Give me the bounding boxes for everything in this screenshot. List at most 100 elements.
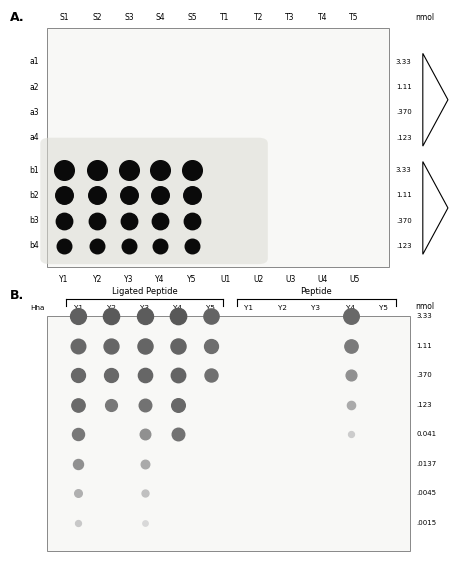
Point (174, 400, 182, 409)
Point (188, 242, 196, 251)
Text: .0045: .0045 (416, 490, 436, 496)
Text: a2: a2 (30, 83, 39, 92)
Text: 0.041: 0.041 (416, 431, 436, 437)
Point (141, 459, 148, 468)
Text: .370: .370 (396, 217, 411, 224)
Point (125, 242, 133, 251)
Text: b2: b2 (30, 191, 39, 200)
Point (207, 341, 215, 350)
Point (174, 429, 182, 438)
Text: .370: .370 (396, 110, 411, 115)
Point (188, 165, 196, 174)
Text: Y1: Y1 (74, 305, 82, 310)
Point (108, 371, 115, 380)
Point (141, 518, 148, 527)
Text: Y5: Y5 (380, 305, 388, 310)
Text: b4: b4 (29, 241, 39, 251)
Text: Y5: Y5 (187, 275, 197, 284)
Text: a3: a3 (30, 108, 39, 117)
Point (74, 488, 82, 498)
Text: a4: a4 (30, 133, 39, 142)
Bar (47, 316, 410, 551)
Text: 1.11: 1.11 (396, 84, 411, 90)
Point (347, 400, 355, 409)
Point (93, 165, 101, 174)
Point (141, 341, 148, 350)
Text: .123: .123 (416, 402, 432, 407)
Text: Y2: Y2 (107, 305, 116, 310)
Text: b1: b1 (30, 165, 39, 175)
Text: B.: B. (9, 289, 24, 302)
Point (125, 165, 133, 174)
Point (347, 341, 355, 350)
Point (125, 216, 133, 225)
Text: Y1: Y1 (245, 305, 253, 310)
Point (108, 400, 115, 409)
Point (188, 191, 196, 200)
Bar (47, 28, 389, 267)
Text: 1.11: 1.11 (396, 192, 411, 198)
Text: nmol: nmol (415, 301, 434, 310)
Point (174, 311, 182, 320)
Point (60, 242, 68, 251)
Point (93, 216, 101, 225)
Text: .123: .123 (396, 135, 411, 140)
Text: U3: U3 (285, 275, 295, 284)
Text: Y3: Y3 (311, 305, 319, 310)
Point (74, 400, 82, 409)
FancyBboxPatch shape (40, 138, 268, 264)
Text: S4: S4 (155, 13, 165, 22)
Text: a1: a1 (30, 57, 39, 66)
Point (188, 216, 196, 225)
Point (141, 429, 148, 438)
Text: 1.11: 1.11 (416, 343, 432, 348)
Point (60, 165, 68, 174)
Point (347, 311, 355, 320)
Text: 3.33: 3.33 (416, 313, 432, 319)
Point (141, 311, 148, 320)
Text: .0137: .0137 (416, 461, 437, 466)
Point (141, 371, 148, 380)
Point (156, 242, 164, 251)
Point (93, 242, 101, 251)
Text: T5: T5 (349, 13, 359, 22)
Text: .123: .123 (396, 243, 411, 249)
Text: Y4: Y4 (346, 305, 355, 310)
Text: Hha: Hha (31, 305, 45, 310)
Point (156, 216, 164, 225)
Point (108, 311, 115, 320)
Polygon shape (423, 53, 448, 146)
Text: A.: A. (9, 11, 24, 24)
Point (74, 371, 82, 380)
Text: Y2: Y2 (278, 305, 286, 310)
Point (156, 165, 164, 174)
Point (347, 429, 355, 438)
Text: T3: T3 (285, 13, 295, 22)
Text: S5: S5 (187, 13, 197, 22)
Text: U4: U4 (317, 275, 328, 284)
Text: .0015: .0015 (416, 520, 436, 525)
Text: Ligated Peptide: Ligated Peptide (112, 287, 177, 297)
Text: Y4: Y4 (155, 275, 165, 284)
Point (141, 488, 148, 498)
Point (74, 341, 82, 350)
Text: U2: U2 (253, 275, 264, 284)
Text: .370: .370 (416, 372, 432, 378)
Text: Y3: Y3 (140, 305, 149, 310)
Text: Y3: Y3 (124, 275, 134, 284)
Text: U5: U5 (349, 275, 359, 284)
Text: 3.33: 3.33 (396, 59, 411, 65)
Text: Y2: Y2 (92, 275, 102, 284)
Text: Y4: Y4 (173, 305, 182, 310)
Point (93, 191, 101, 200)
Point (125, 191, 133, 200)
Point (60, 216, 68, 225)
Text: S3: S3 (124, 13, 134, 22)
Point (156, 191, 164, 200)
Text: Y5: Y5 (207, 305, 215, 310)
Point (60, 191, 68, 200)
Point (207, 311, 215, 320)
Point (207, 371, 215, 380)
Point (174, 371, 182, 380)
Text: U1: U1 (220, 275, 230, 284)
